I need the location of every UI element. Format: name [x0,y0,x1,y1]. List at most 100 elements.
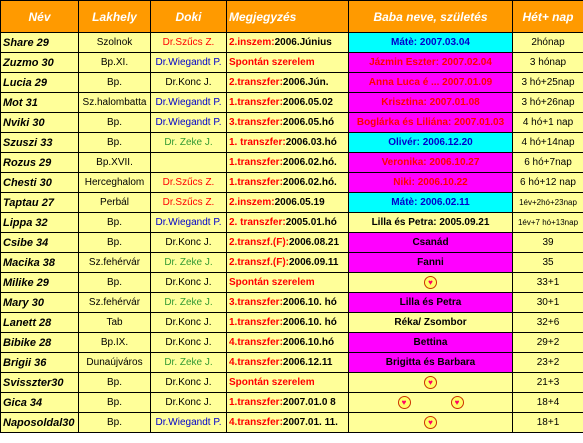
cell-doki: Dr.Konc J. [150,312,227,333]
cell-nev: Brigii 36 [0,352,79,373]
cell-baba: Csanád [348,232,513,253]
megjegyzes-label: 2. transzfer: [229,217,286,228]
cell-het-nap: 4 hó+1 nap [512,112,583,133]
table-row: Lippa 32 Bp. Dr.Wiegandt P. 2. transzfer:20… [0,212,583,233]
cell-doki: Dr.Wiegandt P. [150,112,227,133]
cell-megjegyzes: 1.transzfer:2006.02.hó. [226,152,349,173]
cell-nev: Bibike 28 [0,332,79,353]
table-row: Zuzmo 30 Bp.XI. Dr.Wiegandt P. Spontán szer… [0,52,583,73]
cell-megjegyzes: 4.transzfer:2007.01. 11. [226,412,349,433]
cell-baba: Lilla és Petra [348,292,513,313]
cell-het-nap: 4 hó+14nap [512,132,583,153]
cell-nev: Mary 30 [0,292,79,313]
cell-baba: Niki: 2006.10.22 [348,172,513,193]
cell-lakhely: Dunaújváros [78,352,151,373]
cell-het-nap: 30+1 [512,292,583,313]
cell-doki: Dr.Szűcs Z. [150,172,227,193]
cell-doki: Dr.Szűcs Z. [150,192,227,213]
cell-megjegyzes: 1.transzfer:2006.10. hó [226,312,349,333]
cell-megjegyzes: 1.transzfer:2006.05.02 [226,92,349,113]
cell-baba: ♥ [348,412,513,433]
baba-text: Olivér: 2006.12.20 [388,137,473,148]
cell-doki: Dr.Konc J. [150,392,227,413]
cell-het-nap: 3 hónap [512,52,583,73]
table-row: Rozus 29 Bp.XVII. 1.transzfer:2006.02.hó. V… [0,152,583,173]
cell-nev: Chesti 30 [0,172,79,193]
megjegyzes-date: 2006.10. hó [282,297,337,308]
cell-lakhely: Perbál [78,192,151,213]
megjegyzes-label: 1.transzfer: [229,157,283,168]
cell-nev: Nviki 30 [0,112,79,133]
cell-lakhely: Sz.halombatta [78,92,151,113]
header-baba: Baba neve, születés [348,0,513,33]
cell-het-nap: 21+3 [512,372,583,393]
cell-baba: Réka/ Zsombor [348,312,513,333]
baba-text: Boglárka és Liliána: 2007.01.03 [356,117,505,128]
cell-doki: Dr.Konc J. [150,72,227,93]
cell-het-nap: 35 [512,252,583,273]
table-row: Bibike 28 Bp.IX. Dr.Konc J. 4.transzfer:200… [0,332,583,353]
cell-baba: ♥ [348,272,513,293]
megjegyzes-date: 2006.02.hó. [282,177,337,188]
cell-megjegyzes: Spontán szerelem [226,272,349,293]
cell-lakhely: Herceghalom [78,172,151,193]
cell-doki: Dr.Konc J. [150,372,227,393]
cell-megjegyzes: 3.transzfer:2006.05.hó [226,112,349,133]
cell-megjegyzes: 1. transzfer:2006.03.hó [226,132,349,153]
megjegyzes-label: 2.transzf.(F): [229,257,289,268]
megjegyzes-date: 2006.12.11 [282,357,333,368]
cell-lakhely: Bp.IX. [78,332,151,353]
cell-baba: Lilla és Petra: 2005.09.21 [348,212,513,233]
megjegyzes-label: 4.transzfer: [229,357,283,368]
megjegyzes-date: 2007.01. 11. [282,417,338,428]
heart-smiley-icon: ♥ [424,376,437,389]
table-row: Naposoldal30 Bp. Dr.Wiegandt P. 4.transzfer… [0,412,583,433]
cell-lakhely: Bp. [78,272,151,293]
cell-baba: ♥ ♥ [348,392,513,413]
megjegyzes-label: 2.inszem: [229,197,275,208]
megjegyzes-label: Spontán szerelem [229,377,315,388]
megjegyzes-label: 1.transzfer: [229,397,283,408]
baba-text: Réka/ Zsombor [394,317,467,328]
cell-lakhely: Sz.fehérvár [78,252,151,273]
ivf-table: Név Lakhely Doki Megjegyzés Baba neve, s… [0,0,583,433]
cell-lakhely: Bp. [78,72,151,93]
table-row: Lanett 28 Tab Dr.Konc J. 1.transzfer:2006.1… [0,312,583,333]
cell-het-nap: 33+1 [512,272,583,293]
megjegyzes-label: 3.transzfer: [229,297,283,308]
cell-nev: Lucia 29 [0,72,79,93]
cell-megjegyzes: 2.inszem:2006.Június [226,32,349,53]
table-row: Brigii 36 Dunaújváros Dr. Zeke J. 4.transzf… [0,352,583,373]
cell-nev: Mot 31 [0,92,79,113]
cell-het-nap: 1év+2hó+23nap [512,192,583,213]
table-row: Szuszi 33 Bp. Dr. Zeke J. 1. transzfer:2006… [0,132,583,153]
header-megjegyzes: Megjegyzés [226,0,349,33]
baba-text: Jázmin Eszter: 2007.02.04 [369,57,492,68]
table-row: Taptau 27 Perbál Dr.Szűcs Z. 2.inszem:2006.… [0,192,583,213]
table-row: Lucia 29 Bp. Dr.Konc J. 2.transzfer:2006.Jú… [0,72,583,93]
baba-text: Niki: 2006.10.22 [393,177,468,188]
cell-doki: Dr.Konc J. [150,232,227,253]
table-row: Milike 29 Bp. Dr.Konc J. Spontán szerelem ♥ 3… [0,272,583,293]
baba-text: Mátè: 2006.02.11 [391,197,470,208]
megjegyzes-date: 2006.02.hó. [282,157,337,168]
cell-baba: Olivér: 2006.12.20 [348,132,513,153]
cell-doki: Dr. Zeke J. [150,352,227,373]
cell-megjegyzes: 1.transzfer:2006.02.hó. [226,172,349,193]
header-het-nap: Hét+ nap [512,0,583,33]
cell-nev: Taptau 27 [0,192,79,213]
header-lakhely: Lakhely [78,0,151,33]
cell-lakhely: Bp. [78,212,151,233]
cell-doki: Dr.Konc J. [150,332,227,353]
cell-nev: Svisszter30 [0,372,79,393]
cell-baba: Bettina [348,332,513,353]
cell-nev: Rozus 29 [0,152,79,173]
megjegyzes-label: 2.inszem: [229,37,275,48]
cell-baba: Krisztina: 2007.01.08 [348,92,513,113]
cell-baba: Brigitta és Barbara [348,352,513,373]
cell-lakhely: Bp. [78,412,151,433]
cell-baba: Jázmin Eszter: 2007.02.04 [348,52,513,73]
table-row: Csibe 34 Bp. Dr.Konc J. 2.transzf.(F):2006.… [0,232,583,253]
cell-doki: Dr.Wiegandt P. [150,52,227,73]
table-row: Gica 34 Bp. Dr.Konc J. 1.transzfer:2007.01.… [0,392,583,413]
